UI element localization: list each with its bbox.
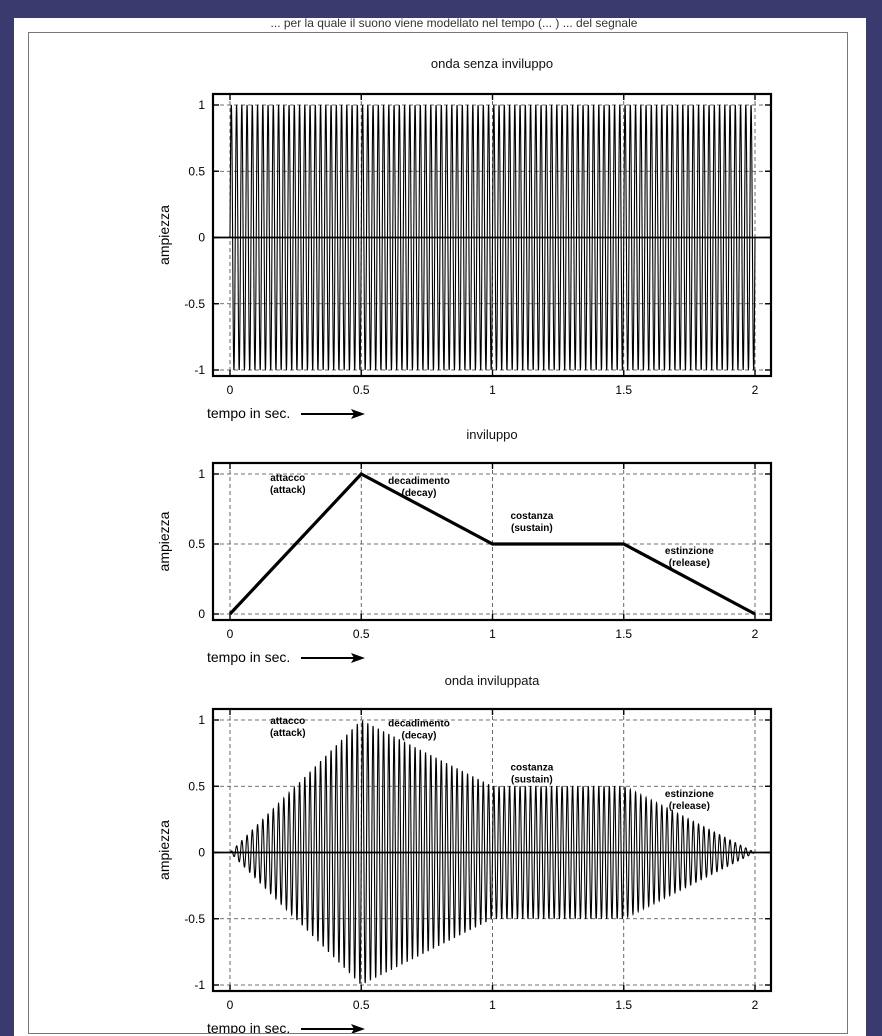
x-tick-label: 2 (752, 627, 759, 641)
page-frame: ... per la quale il suono viene modellat… (14, 18, 866, 1036)
phase-annotation-line: (release) (669, 558, 710, 569)
figure-panel: onda senza inviluppo 0 0.5 1 1.5 2 -1 -0.5 0 0.5 1… (28, 32, 848, 1034)
phase-annotation-line: (decay) (401, 731, 436, 742)
y-axis-label: ampiezza (156, 205, 172, 265)
x-tick-label: 1 (489, 383, 496, 397)
phase-annotation-line: costanza (510, 511, 553, 522)
phase-annotation-line: (attack) (270, 728, 306, 739)
phase-annotation: costanza (sustain) (510, 511, 553, 534)
x-axis-label: tempo in sec. (207, 405, 290, 421)
y-axis-label: ampiezza (156, 820, 172, 880)
phase-annotation-line: attacco (270, 716, 305, 727)
y-tick-label: -1 (194, 363, 205, 377)
phase-annotation: estinzione (release) (665, 546, 714, 569)
figure-svg: onda senza inviluppo 0 0.5 1 1.5 2 -1 -0.5 0 0.5 1… (156, 56, 773, 1033)
x-axis-label: tempo in sec. (207, 649, 290, 665)
phase-annotation-line: attacco (270, 473, 305, 484)
phase-annotation-line: (attack) (270, 485, 306, 496)
y-tick-label: -0.5 (184, 912, 205, 926)
x-tick-label: 1.5 (615, 627, 632, 641)
x-tick-label: 1 (489, 627, 496, 641)
x-tick-label: 0 (227, 383, 234, 397)
chart-3: onda inviluppata 0 0.5 1 1.5 2 -1 -0.5 0 0.5 1 ampi… (156, 673, 773, 1033)
phase-annotation-line: decadimento (388, 719, 450, 730)
phase-annotation-line: decadimento (388, 476, 450, 487)
phase-annotation: decadimento (decay) (388, 719, 450, 742)
y-tick-label: 0 (198, 231, 205, 245)
y-axis-label: ampiezza (156, 511, 172, 571)
x-tick-label: 2 (752, 383, 759, 397)
y-tick-label: 0 (198, 607, 205, 621)
x-tick-label: 1.5 (615, 998, 632, 1012)
x-axis-arrowhead (351, 653, 365, 663)
x-tick-label: 0 (227, 998, 234, 1012)
x-tick-label: 2 (752, 998, 759, 1012)
y-tick-label: 1 (198, 98, 205, 112)
x-tick-label: 1.5 (615, 383, 632, 397)
y-tick-label: 1 (198, 467, 205, 481)
phase-annotation-line: (release) (669, 801, 710, 812)
x-tick-label: 0.5 (353, 627, 370, 641)
x-tick-label: 1 (489, 998, 496, 1012)
phase-annotation-line: costanza (510, 762, 553, 773)
phase-annotation-line: estinzione (665, 789, 714, 800)
y-tick-label: 0 (198, 846, 205, 860)
y-tick-label: 0.5 (188, 779, 205, 793)
chart-title: onda inviluppata (445, 673, 540, 688)
phase-annotation: decadimento (decay) (388, 476, 450, 499)
phase-annotation-line: (sustain) (511, 774, 553, 785)
x-axis-arrowhead (351, 409, 365, 419)
chart-title: onda senza inviluppo (431, 56, 553, 71)
x-axis-label: tempo in sec. (207, 1020, 290, 1033)
phase-annotation-line: (decay) (401, 488, 436, 499)
page-header-fragment: ... per la quale il suono viene modellat… (270, 18, 638, 30)
x-tick-label: 0.5 (353, 998, 370, 1012)
y-tick-label: -1 (194, 978, 205, 992)
x-tick-label: 0 (227, 627, 234, 641)
envelope-line (228, 472, 756, 616)
phase-annotation: costanza (sustain) (510, 762, 553, 785)
phase-annotation: attacco (attack) (270, 473, 306, 496)
y-tick-label: 0.5 (188, 164, 205, 178)
chart-1: onda senza inviluppo 0 0.5 1 1.5 2 -1 -0.5 0 0.5 1… (156, 56, 773, 421)
x-axis-arrowhead (351, 1024, 365, 1033)
y-tick-label: 1 (198, 713, 205, 727)
chart-2: inviluppo 0 0.5 1 1.5 2 0 0.5 1 ampiezza tempo in … (156, 427, 773, 665)
y-tick-label: -0.5 (184, 297, 205, 311)
chart-title: inviluppo (466, 427, 517, 442)
y-tick-label: 0.5 (188, 537, 205, 551)
phase-annotation: estinzione (release) (665, 789, 714, 812)
phase-annotation-line: (sustain) (511, 523, 553, 534)
phase-annotation: attacco (attack) (270, 716, 306, 739)
x-tick-label: 0.5 (353, 383, 370, 397)
phase-annotation-line: estinzione (665, 546, 714, 557)
